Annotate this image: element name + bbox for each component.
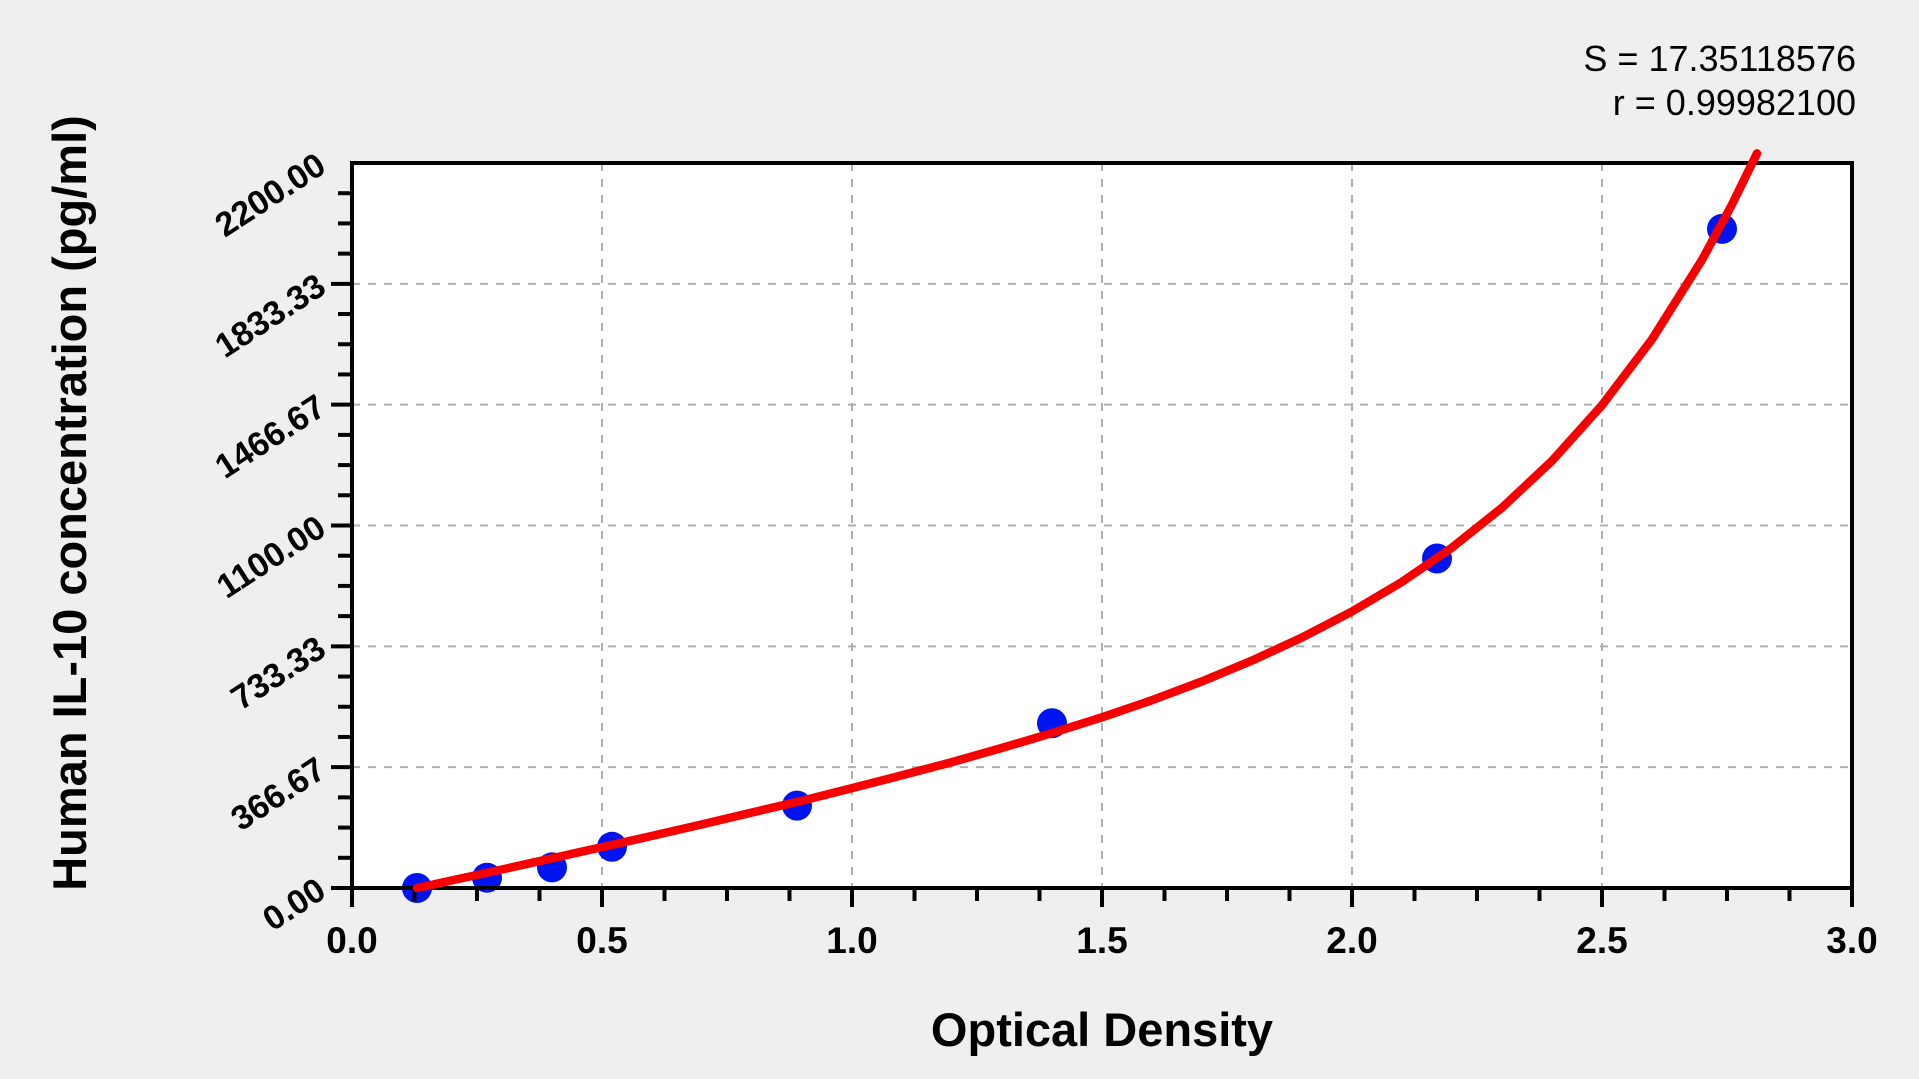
y-tick-label: 1466.67 [209,388,333,487]
y-tick-label: 0.00 [256,871,332,939]
x-tick-label: 0.5 [576,920,627,961]
x-tick-label: 1.0 [826,920,877,961]
x-tick-label: 3.0 [1826,920,1877,961]
x-tick-label: 2.0 [1326,920,1377,961]
x-axis-title: Optical Density [931,1003,1273,1056]
fit-r-statistic: r = 0.99982100 [1613,82,1856,123]
x-tick-label: 0.0 [326,920,377,961]
y-tick-label: 1100.00 [210,508,332,606]
y-tick-label: 366.67 [224,750,332,839]
y-axis-title: Human IL-10 concentration (pg/ml) [43,115,96,891]
x-tick-label: 2.5 [1576,920,1627,961]
y-tick-label: 733.33 [224,629,332,718]
fit-s-statistic: S = 17.35118576 [1583,38,1856,79]
y-tick-label: 1833.33 [209,267,333,366]
fit-curve [412,149,1762,893]
x-tick-label: 1.5 [1076,920,1127,961]
y-tick-label: 2200.00 [209,146,333,245]
